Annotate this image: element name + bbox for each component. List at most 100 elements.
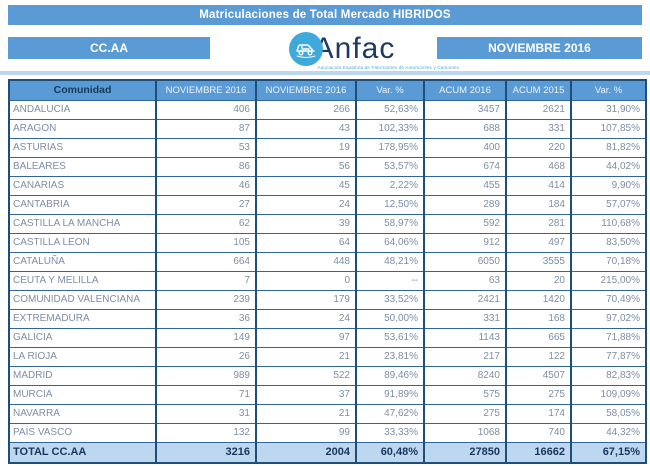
table-row: COMUNIDAD VALENCIANA 239 179 33,52% 2421 1420… bbox=[8, 289, 647, 310]
table-row: CANTABRIA 27 24 12,50% 289 184 57,07% bbox=[8, 194, 647, 215]
value-cell: 102,33% bbox=[355, 118, 425, 139]
value-cell: 20 bbox=[505, 270, 572, 291]
table-row: MADRID 989 522 89,46% 8240 4507 82,83% bbox=[8, 365, 647, 386]
value-cell: 58,97% bbox=[355, 213, 425, 234]
value-cell: 132 bbox=[155, 422, 257, 443]
value-cell: 86 bbox=[155, 156, 257, 177]
value-cell: 47,62% bbox=[355, 403, 425, 424]
region-name: LA RIOJA bbox=[8, 346, 157, 367]
value-cell: 50,00% bbox=[355, 308, 425, 329]
value-cell: 184 bbox=[505, 194, 572, 215]
value-cell: 57,07% bbox=[570, 194, 647, 215]
value-cell: 455 bbox=[423, 175, 507, 196]
value-cell: 107,85% bbox=[570, 118, 647, 139]
header-acum-2015: ACUM 2015 bbox=[505, 79, 572, 101]
value-cell: 97 bbox=[255, 327, 357, 348]
value-cell: 179 bbox=[255, 289, 357, 310]
car-icon bbox=[288, 32, 323, 66]
value-cell: 122 bbox=[505, 346, 572, 367]
region-name: ANDALUCIA bbox=[8, 99, 157, 120]
region-name: MADRID bbox=[8, 365, 157, 386]
region-name: CEUTA Y MELILLA bbox=[8, 270, 157, 291]
table-row: NAVARRA 31 21 47,62% 275 174 58,05% bbox=[8, 403, 647, 424]
value-cell: 2421 bbox=[423, 289, 507, 310]
value-cell: 168 bbox=[505, 308, 572, 329]
value-cell: 83,50% bbox=[570, 232, 647, 253]
header-var-mensual: Var. % bbox=[355, 79, 425, 101]
table-row: ASTURIAS 53 19 178,95% 400 220 81,82% bbox=[8, 137, 647, 158]
value-cell: 400 bbox=[423, 137, 507, 158]
value-cell: 239 bbox=[155, 289, 257, 310]
value-cell: 70,49% bbox=[570, 289, 647, 310]
region-name: CANARIAS bbox=[8, 175, 157, 196]
value-cell: 53 bbox=[155, 137, 257, 158]
value-cell: 149 bbox=[155, 327, 257, 348]
value-cell: 36 bbox=[155, 308, 257, 329]
value-cell: 91,89% bbox=[355, 384, 425, 405]
value-cell: 281 bbox=[505, 213, 572, 234]
logo-tagline: Asociación Española de Fabricantes de Au… bbox=[317, 65, 460, 70]
value-cell: 39 bbox=[255, 213, 357, 234]
value-cell: 89,46% bbox=[355, 365, 425, 386]
value-cell: 99 bbox=[255, 422, 357, 443]
value-cell: 97,02% bbox=[570, 308, 647, 329]
value-cell: 522 bbox=[255, 365, 357, 386]
total-acum-2016: 27850 bbox=[423, 441, 507, 464]
region-name: NAVARRA bbox=[8, 403, 157, 424]
value-cell: 220 bbox=[505, 137, 572, 158]
value-cell: 7 bbox=[155, 270, 257, 291]
value-cell: 665 bbox=[505, 327, 572, 348]
value-cell: 23,81% bbox=[355, 346, 425, 367]
value-cell: 4507 bbox=[505, 365, 572, 386]
region-name: CASTILLA LA MANCHA bbox=[8, 213, 157, 234]
value-cell: 44,32% bbox=[570, 422, 647, 443]
value-cell: 64 bbox=[255, 232, 357, 253]
value-cell: 21 bbox=[255, 346, 357, 367]
value-cell: 12,50% bbox=[355, 194, 425, 215]
value-cell: 24 bbox=[255, 194, 357, 215]
value-cell: 275 bbox=[505, 384, 572, 405]
value-cell: 989 bbox=[155, 365, 257, 386]
total-nov-prev: 2004 bbox=[255, 441, 357, 464]
value-cell: 24 bbox=[255, 308, 357, 329]
total-nov-2016: 3216 bbox=[155, 441, 257, 464]
period-box: NOVIEMBRE 2016 bbox=[437, 37, 642, 59]
value-cell: 674 bbox=[423, 156, 507, 177]
value-cell: 81,82% bbox=[570, 137, 647, 158]
value-cell: 2,22% bbox=[355, 175, 425, 196]
table-row: LA RIOJA 26 21 23,81% 217 122 77,87% bbox=[8, 346, 647, 367]
header-noviembre-prev: NOVIEMBRE 2016 bbox=[255, 79, 357, 101]
value-cell: -- bbox=[355, 270, 425, 291]
value-cell: 215,00% bbox=[570, 270, 647, 291]
value-cell: 912 bbox=[423, 232, 507, 253]
value-cell: 63 bbox=[423, 270, 507, 291]
value-cell: 178,95% bbox=[355, 137, 425, 158]
header-noviembre-2016: NOVIEMBRE 2016 bbox=[155, 79, 257, 101]
value-cell: 275 bbox=[423, 403, 507, 424]
table-row: ANDALUCIA 406 266 52,63% 3457 2621 31,90% bbox=[8, 99, 647, 120]
value-cell: 71 bbox=[155, 384, 257, 405]
logo-wordmark-wrap: Anfac Asociación Española de Fabricantes… bbox=[313, 32, 459, 71]
table-header-row: Comunidad NOVIEMBRE 2016 NOVIEMBRE 2016 … bbox=[8, 79, 647, 101]
value-cell: 468 bbox=[505, 156, 572, 177]
region-name: CATALUÑA bbox=[8, 251, 157, 272]
region-name: COMUNIDAD VALENCIANA bbox=[8, 289, 157, 310]
divider-rule bbox=[0, 71, 650, 75]
value-cell: 575 bbox=[423, 384, 507, 405]
logo-wordmark: Anfac bbox=[313, 32, 396, 65]
total-label: TOTAL CC.AA bbox=[8, 441, 157, 464]
value-cell: 688 bbox=[423, 118, 507, 139]
value-cell: 43 bbox=[255, 118, 357, 139]
total-var-mensual: 60,48% bbox=[355, 441, 425, 464]
value-cell: 27 bbox=[155, 194, 257, 215]
period-label: NOVIEMBRE 2016 bbox=[488, 41, 591, 55]
value-cell: 46 bbox=[155, 175, 257, 196]
value-cell: 592 bbox=[423, 213, 507, 234]
value-cell: 53,61% bbox=[355, 327, 425, 348]
value-cell: 2621 bbox=[505, 99, 572, 120]
value-cell: 3457 bbox=[423, 99, 507, 120]
value-cell: 71,88% bbox=[570, 327, 647, 348]
value-cell: 33,52% bbox=[355, 289, 425, 310]
value-cell: 406 bbox=[155, 99, 257, 120]
